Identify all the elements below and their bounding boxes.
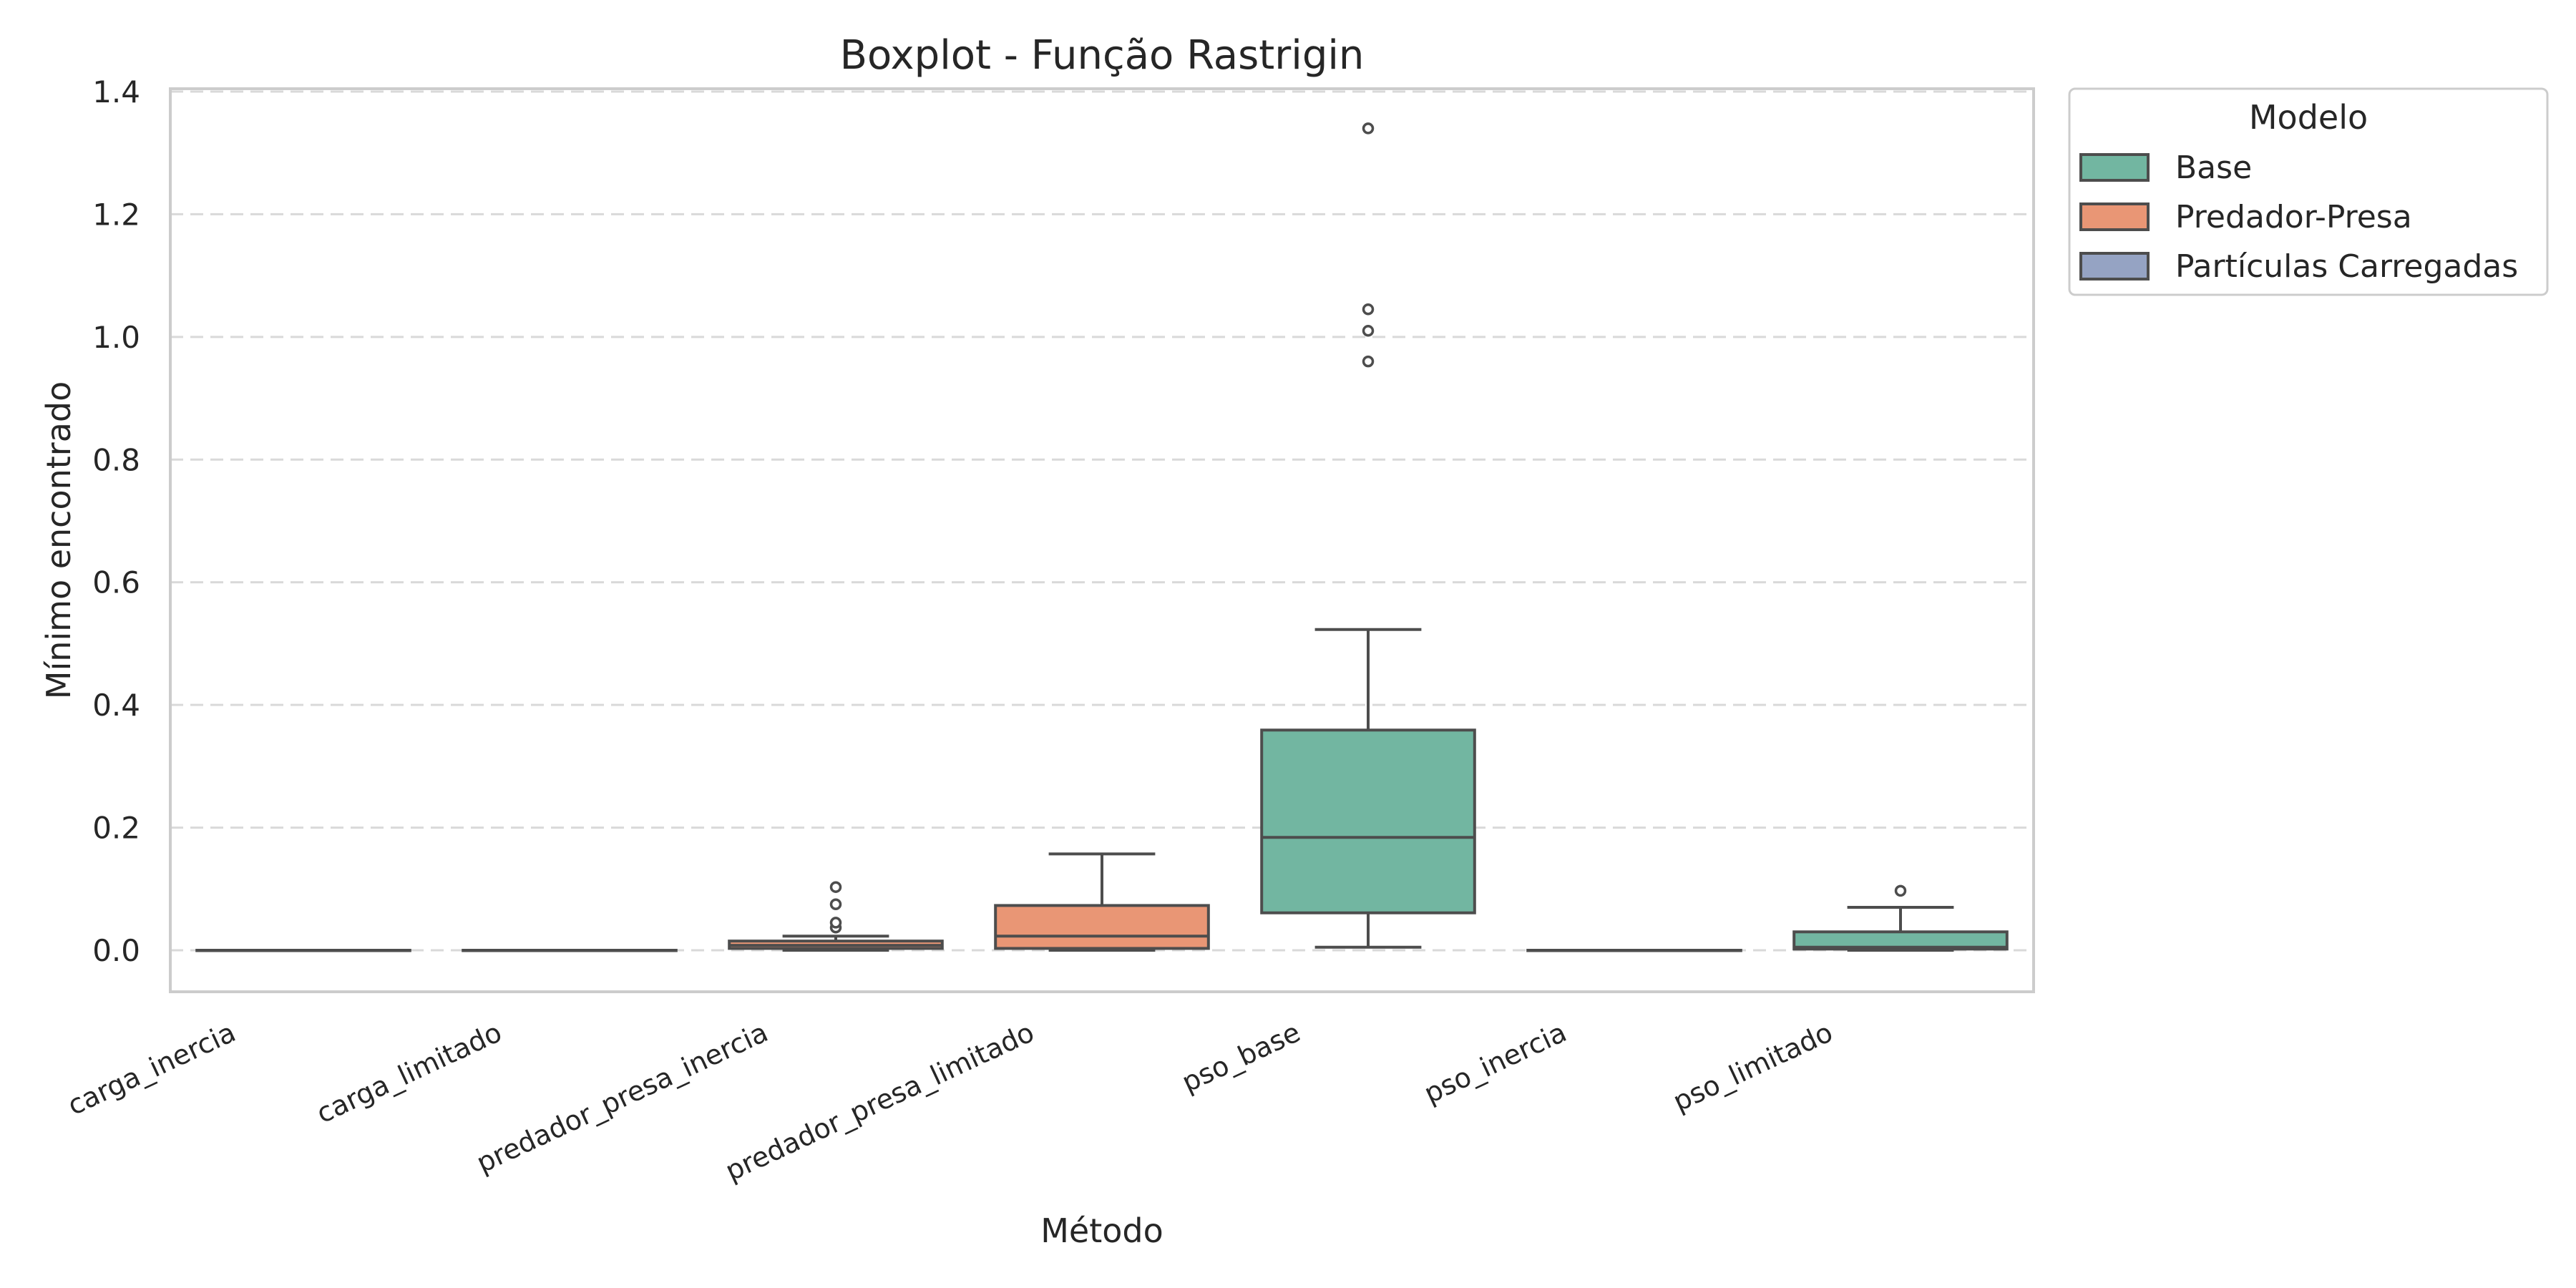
box-series <box>195 122 2009 952</box>
y-tick-label: 0.2 <box>92 811 140 846</box>
box-pso_base <box>1260 122 1476 949</box>
outlier-point <box>1894 884 1907 897</box>
outlier-point <box>1362 303 1375 316</box>
outlier-point <box>829 881 842 893</box>
box-body <box>1260 728 1476 914</box>
plot-area-frame <box>169 87 2035 993</box>
y-axis-label: Mínimo encontrado <box>39 381 78 700</box>
y-tick-label: 0.6 <box>92 565 140 600</box>
y-tick-label: 1.0 <box>92 320 140 355</box>
outlier-point <box>1362 355 1375 368</box>
legend-entry: Partículas Carregadas <box>2079 248 2518 285</box>
box-predador_presa_limitado <box>994 852 1210 952</box>
y-tick-label: 1.2 <box>92 197 140 232</box>
y-axis-ticks: 0.0 0.2 0.4 0.6 0.8 1.0 1.2 1.4 <box>92 74 140 968</box>
box-pso_inercia <box>1526 949 1742 952</box>
y-tick-label: 1.4 <box>92 74 140 109</box>
box-body <box>994 904 1210 950</box>
y-tick-label: 0.0 <box>92 933 140 968</box>
outlier-point <box>1362 325 1375 337</box>
legend-swatch <box>2079 203 2150 231</box>
legend-title: Modelo <box>2249 98 2368 137</box>
outlier-point <box>829 917 842 929</box>
outlier-point <box>1362 122 1375 135</box>
x-axis-label: Método <box>1040 1211 1163 1250</box>
legend-frame <box>2068 87 2549 296</box>
y-tick-label: 0.4 <box>92 688 140 723</box>
legend-entries: Base Predador-Presa Partículas Carregadas <box>2079 150 2518 285</box>
box-predador_presa_inercia <box>728 881 944 952</box>
box-pso_limitado <box>1792 884 2009 952</box>
chart-title: Boxplot - Função Rastrigin <box>840 32 1365 79</box>
legend-label: Predador-Presa <box>2175 199 2412 235</box>
legend-label: Partículas Carregadas <box>2175 248 2518 285</box>
legend-swatch <box>2079 153 2150 182</box>
y-tick-label: 0.8 <box>92 442 140 477</box>
legend-entry: Predador-Presa <box>2079 199 2412 235</box>
outlier-point <box>829 898 842 910</box>
box-carga_limitado <box>462 949 678 952</box>
legend-swatch <box>2079 252 2150 280</box>
box-carga_inercia <box>195 949 411 952</box>
legend-label: Base <box>2175 150 2252 186</box>
legend-entry: Base <box>2079 150 2252 186</box>
legend: Modelo Base Predador-Presa Partículas Carr… <box>2068 87 2549 296</box>
